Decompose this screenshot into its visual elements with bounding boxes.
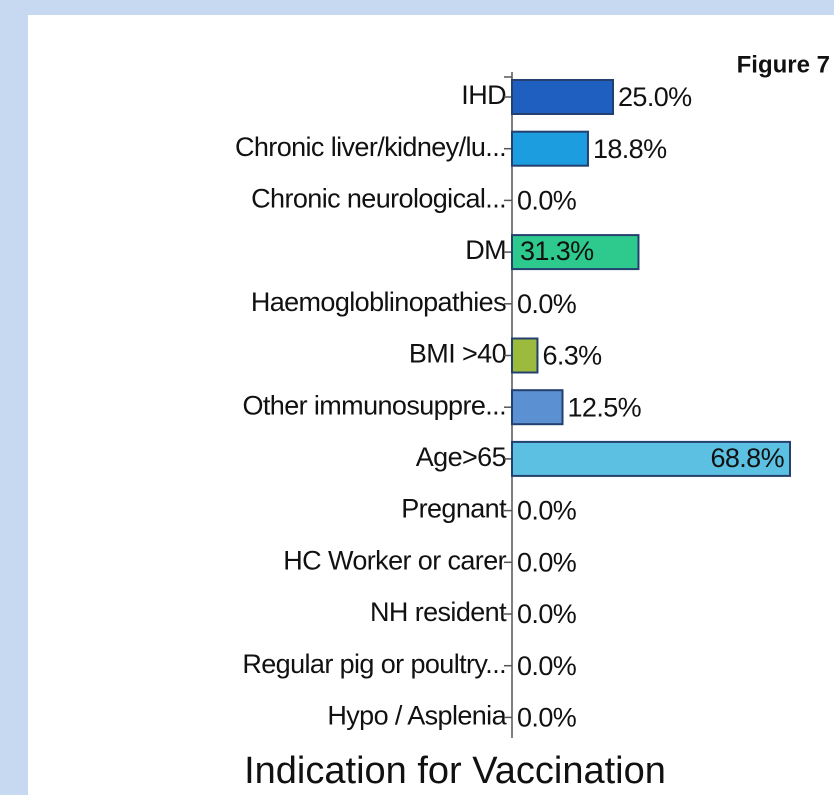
value-label: 0.0% (517, 186, 577, 216)
bar (511, 130, 589, 167)
bar (511, 234, 640, 271)
y-tick-label: DM (465, 235, 506, 265)
bar (511, 440, 791, 477)
y-tick-label: Other immunosuppre... (242, 390, 506, 420)
value-label: 31.3% (520, 236, 594, 266)
value-label: 0.0% (517, 703, 577, 733)
y-tick-label: BMI >40 (409, 339, 506, 369)
value-label: 0.0% (517, 651, 577, 681)
y-tick-label: Regular pig or poultry... (242, 649, 506, 679)
value-label: 0.0% (517, 547, 577, 577)
y-tick-label: IHD (461, 80, 506, 110)
value-label: 18.8% (593, 134, 667, 164)
y-tick-label: Hypo / Asplenia (327, 701, 507, 731)
value-label: 0.0% (517, 289, 577, 319)
value-label: 68.8% (710, 443, 784, 473)
figure-label: Figure 7 (737, 51, 830, 78)
y-tick-label: Haemogloblinopathies (251, 287, 506, 317)
value-label: 6.3% (542, 341, 602, 371)
y-tick-label: Age>65 (416, 442, 506, 472)
value-label: 0.0% (517, 496, 577, 526)
value-label: 12.5% (568, 392, 642, 422)
bar (511, 79, 615, 115)
chart-title: Indication for Vaccination (244, 750, 666, 792)
y-tick-label: Chronic liver/kidney/lu... (235, 132, 506, 162)
y-tick-label: Pregnant (401, 494, 507, 524)
bar (511, 337, 539, 374)
value-label: 0.0% (517, 599, 577, 629)
bar (511, 389, 564, 426)
y-tick-label: NH resident (370, 597, 507, 627)
y-tick-label: Chronic neurological... (251, 184, 506, 214)
y-tick-label: HC Worker or carer (283, 545, 506, 575)
panel (28, 15, 834, 795)
value-label: 25.0% (618, 82, 692, 112)
